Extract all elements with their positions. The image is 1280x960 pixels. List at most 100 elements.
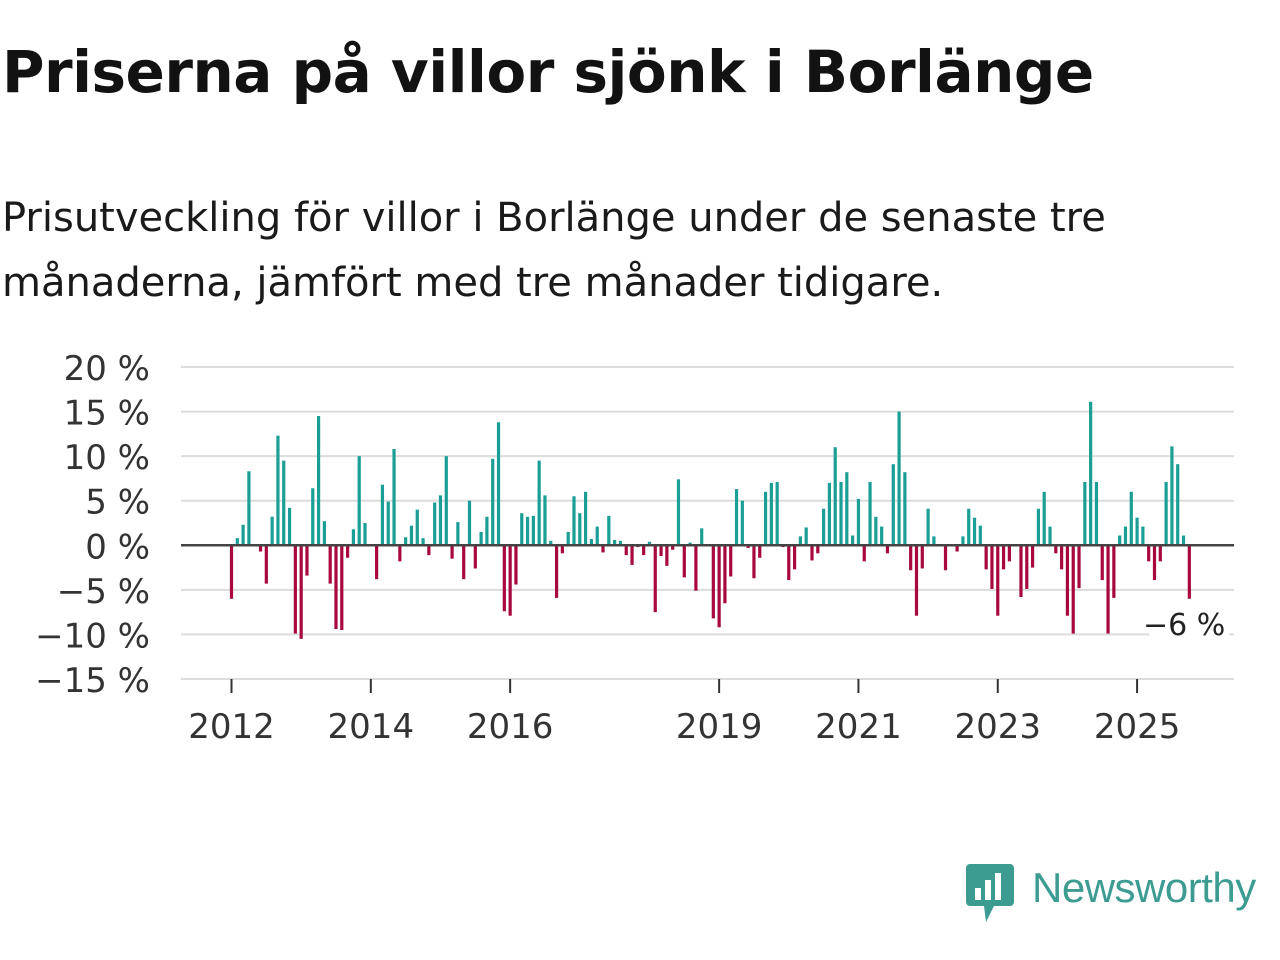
bar bbox=[363, 523, 367, 546]
bar bbox=[566, 531, 570, 546]
bar bbox=[560, 545, 564, 554]
bar bbox=[427, 545, 431, 556]
bar bbox=[1141, 526, 1145, 546]
y-tick-label: −5 % bbox=[57, 572, 150, 612]
x-tick-label: 2025 bbox=[1094, 707, 1181, 747]
bar bbox=[444, 456, 448, 546]
bar bbox=[1025, 545, 1029, 589]
x-tick-label: 2012 bbox=[188, 707, 275, 747]
bar bbox=[1100, 545, 1104, 581]
newsworthy-logo: Newsworthy bbox=[964, 862, 1280, 928]
bar bbox=[601, 545, 605, 553]
x-tick-label: 2021 bbox=[815, 707, 902, 747]
bar bbox=[862, 545, 866, 562]
bar bbox=[595, 526, 599, 546]
bar bbox=[496, 422, 501, 546]
bar bbox=[1060, 545, 1064, 570]
x-tick-label: 2014 bbox=[328, 707, 415, 747]
bar bbox=[688, 542, 692, 546]
bar bbox=[398, 545, 402, 562]
y-tick-label: 20 % bbox=[64, 349, 150, 389]
bar bbox=[700, 528, 704, 546]
bar bbox=[525, 516, 530, 546]
bar bbox=[386, 501, 390, 546]
bar bbox=[1187, 545, 1191, 599]
x-tick-label: 2016 bbox=[467, 707, 554, 747]
bar bbox=[380, 484, 385, 546]
bar bbox=[1147, 545, 1151, 562]
bar bbox=[584, 491, 588, 546]
bar bbox=[287, 507, 292, 546]
bar bbox=[624, 545, 628, 556]
bar bbox=[1019, 545, 1023, 597]
bar bbox=[1181, 535, 1186, 546]
bar bbox=[1036, 508, 1040, 546]
bar bbox=[990, 545, 994, 589]
y-tick-label: 10 % bbox=[64, 438, 150, 478]
bar bbox=[578, 513, 582, 546]
chart-title: Priserna på villor sjönk i Borlänge bbox=[2, 38, 1094, 106]
bar bbox=[769, 482, 773, 546]
bar bbox=[746, 545, 750, 548]
bar bbox=[322, 521, 326, 546]
bar bbox=[520, 513, 524, 546]
bar bbox=[880, 526, 884, 546]
y-tick-label: 0 % bbox=[85, 527, 150, 567]
bar bbox=[537, 460, 541, 546]
bar bbox=[926, 508, 930, 546]
bar bbox=[1118, 535, 1122, 546]
bar bbox=[531, 515, 535, 546]
bar bbox=[647, 541, 652, 546]
bar bbox=[229, 545, 234, 599]
bar bbox=[589, 539, 594, 546]
bar bbox=[305, 545, 309, 576]
bar bbox=[258, 545, 263, 552]
bar bbox=[1048, 526, 1052, 546]
bar bbox=[1152, 545, 1157, 581]
bar bbox=[1065, 545, 1070, 616]
chart-subtitle: Prisutveckling för villor i Borlänge und… bbox=[2, 195, 1106, 306]
bar bbox=[642, 545, 646, 556]
bar bbox=[450, 545, 454, 559]
bar bbox=[299, 545, 303, 639]
bar bbox=[1083, 481, 1087, 546]
bar bbox=[340, 545, 344, 630]
bar bbox=[415, 509, 419, 546]
bar bbox=[618, 540, 623, 546]
bar bbox=[978, 525, 982, 546]
bar bbox=[851, 535, 855, 546]
x-tick-label: 2023 bbox=[954, 707, 1041, 747]
bar bbox=[554, 545, 559, 598]
y-tick-label: −15 % bbox=[35, 661, 150, 701]
bar bbox=[909, 545, 913, 571]
bar bbox=[1106, 545, 1110, 634]
bar bbox=[1170, 446, 1174, 546]
bar bbox=[282, 460, 286, 546]
bar bbox=[479, 531, 483, 546]
bar bbox=[839, 481, 843, 546]
bar bbox=[1135, 517, 1139, 546]
bar bbox=[1042, 491, 1046, 546]
bar bbox=[972, 517, 977, 546]
bar bbox=[897, 411, 901, 546]
brand-name: Newsworthy bbox=[1032, 864, 1256, 911]
bar bbox=[409, 525, 414, 546]
y-tick-label: −10 % bbox=[35, 616, 150, 656]
bar bbox=[1176, 464, 1180, 546]
annotation-bg bbox=[1149, 606, 1230, 643]
bar bbox=[653, 545, 657, 613]
bar bbox=[1077, 545, 1081, 589]
bar bbox=[717, 545, 721, 628]
bar bbox=[1158, 545, 1162, 562]
bar bbox=[955, 545, 959, 552]
bar bbox=[827, 482, 832, 546]
bar bbox=[961, 536, 965, 546]
x-tick-label: 2019 bbox=[676, 707, 763, 747]
bar bbox=[932, 536, 936, 546]
bar bbox=[502, 545, 506, 612]
bar bbox=[758, 545, 762, 558]
bar bbox=[421, 538, 425, 546]
bar bbox=[543, 495, 547, 546]
bar bbox=[473, 545, 477, 569]
bar bbox=[1094, 481, 1099, 546]
